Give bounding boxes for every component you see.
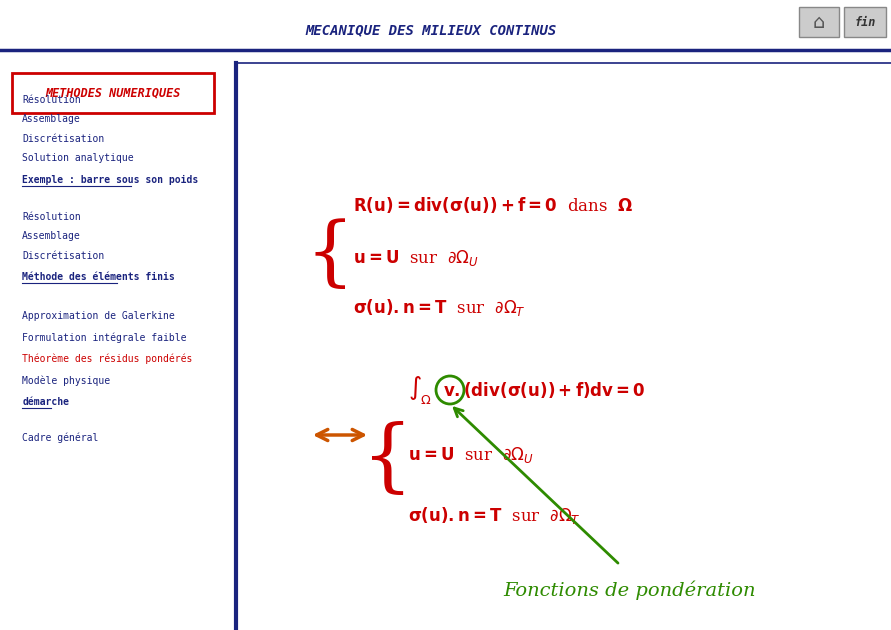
Text: Solution analytique: Solution analytique [22, 153, 134, 163]
Text: Formulation intégrale faible: Formulation intégrale faible [22, 333, 187, 343]
Text: Modèle physique: Modèle physique [22, 375, 110, 386]
Text: MECANIQUE DES MILIEUX CONTINUS: MECANIQUE DES MILIEUX CONTINUS [305, 23, 556, 37]
Text: Résolution: Résolution [22, 94, 81, 105]
Text: Approximation de Galerkine: Approximation de Galerkine [22, 311, 175, 321]
Text: Théorème des résidus pondérés: Théorème des résidus pondérés [22, 354, 192, 364]
Text: $\mathbf{\sigma(u).n = T}$  sur  $\partial\Omega_T$: $\mathbf{\sigma(u).n = T}$ sur $\partial… [353, 297, 526, 319]
Text: Méthode des éléments finis: Méthode des éléments finis [22, 272, 175, 282]
Text: fin: fin [854, 16, 876, 28]
Text: METHODES NUMERIQUES: METHODES NUMERIQUES [45, 86, 181, 100]
Text: Discrétisation: Discrétisation [22, 251, 104, 261]
Text: Cadre général: Cadre général [22, 433, 99, 443]
Text: {: { [306, 218, 355, 292]
Text: $\mathbf{\sigma(u).n = T}$  sur  $\partial\Omega_T$: $\mathbf{\sigma(u).n = T}$ sur $\partial… [408, 505, 581, 525]
Text: $\int_{\Omega}$: $\int_{\Omega}$ [408, 374, 432, 406]
Text: {: { [363, 421, 413, 499]
Text: $\mathbf{v.(div(\sigma(u)) + f)dv = 0}$: $\mathbf{v.(div(\sigma(u)) + f)dv = 0}$ [443, 380, 646, 400]
Text: Discrétisation: Discrétisation [22, 134, 104, 144]
Text: Assemblage: Assemblage [22, 231, 81, 241]
FancyBboxPatch shape [799, 7, 839, 37]
Text: Exemple : barre sous son poids: Exemple : barre sous son poids [22, 175, 199, 185]
Text: $\mathbf{u = U}$  sur  $\partial\Omega_{U}$: $\mathbf{u = U}$ sur $\partial\Omega_{U}… [408, 445, 534, 465]
Text: ⌂: ⌂ [813, 13, 825, 32]
Text: Résolution: Résolution [22, 212, 81, 222]
Text: Assemblage: Assemblage [22, 114, 81, 124]
FancyBboxPatch shape [844, 7, 886, 37]
Text: $\mathbf{u = U}$  sur  $\partial\Omega_U$: $\mathbf{u = U}$ sur $\partial\Omega_U$ [353, 248, 478, 268]
Text: $\mathbf{R(u) = div(\sigma(u)) + f = 0}$  dans  $\mathbf{\Omega}$: $\mathbf{R(u) = div(\sigma(u)) + f = 0}$… [353, 195, 634, 215]
Text: Fonctions de pondération: Fonctions de pondération [503, 580, 756, 600]
FancyBboxPatch shape [12, 73, 214, 113]
Text: démarche: démarche [22, 397, 69, 407]
